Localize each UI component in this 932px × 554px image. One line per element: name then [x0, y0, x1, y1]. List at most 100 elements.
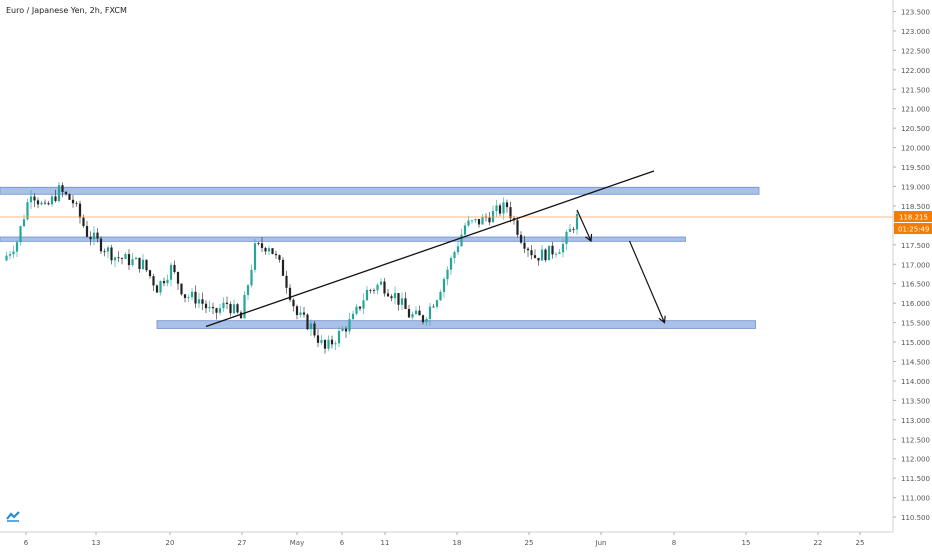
candle-body	[22, 219, 26, 227]
candle-body	[292, 299, 295, 307]
y-tick-label: 116.500	[901, 281, 930, 289]
candle-body	[12, 251, 15, 255]
y-tick-label: 120.500	[901, 125, 930, 133]
candle-body	[274, 253, 278, 256]
candle-body	[159, 281, 162, 293]
x-tick-label: 13	[92, 539, 101, 547]
candle-body	[113, 257, 117, 261]
y-tick-label: 118.500	[901, 203, 930, 211]
y-tick-label: 121.500	[901, 86, 930, 94]
candle-body	[271, 248, 274, 254]
candle-body	[428, 306, 432, 319]
resistance-zone[interactable]	[0, 186, 760, 195]
candle-body	[215, 308, 218, 313]
candle-body	[138, 257, 141, 270]
candle-body	[435, 300, 439, 307]
candle-body	[523, 242, 526, 249]
candle-body	[169, 264, 173, 280]
middle-zone[interactable]	[0, 236, 686, 242]
candles	[5, 181, 579, 354]
candle-body	[554, 253, 558, 255]
arrow-line[interactable]	[576, 209, 592, 242]
candle-body	[477, 218, 481, 225]
tradingview-logo-icon	[6, 511, 20, 522]
candle-body	[54, 196, 57, 201]
candle-body	[498, 205, 502, 214]
candle-body	[225, 302, 229, 304]
candle-body	[218, 308, 222, 313]
candle-body	[141, 259, 145, 270]
arrow-line[interactable]	[628, 240, 666, 323]
candle-body	[414, 310, 418, 315]
y-tick-label: 115.000	[901, 339, 930, 347]
candle-body	[99, 238, 103, 252]
x-tick-label: 6	[24, 539, 29, 547]
candle-body	[78, 203, 82, 218]
x-tick-label: May	[290, 539, 304, 547]
x-tick-label: 18	[453, 539, 462, 547]
y-tick-label: 119.500	[901, 164, 930, 172]
candle-body	[460, 234, 463, 247]
arrow-head-icon	[585, 233, 593, 243]
candle-body	[456, 246, 460, 253]
y-tick-label: 122.500	[901, 47, 930, 55]
candle-body	[530, 250, 533, 256]
candle-body	[544, 249, 547, 261]
x-tick-label: 27	[238, 539, 247, 547]
candle-body	[407, 309, 411, 318]
trendline[interactable]	[205, 170, 655, 328]
x-tick-label: 6	[340, 539, 345, 547]
candle-body	[351, 313, 355, 320]
candle-body	[411, 314, 414, 318]
candle-body	[316, 335, 320, 343]
support-zone[interactable]	[156, 320, 756, 329]
candle-body	[253, 243, 257, 270]
candle-body	[243, 294, 246, 319]
candle-body	[572, 228, 575, 230]
candle-body	[68, 194, 71, 200]
candle-body	[173, 264, 176, 273]
candle-body	[260, 243, 264, 248]
candle-body	[439, 291, 442, 301]
candle-body	[383, 281, 386, 294]
y-tick-label: 123.000	[901, 28, 930, 36]
arrow-head-icon	[658, 315, 666, 324]
candle-body	[355, 306, 358, 314]
candle-body	[474, 218, 477, 221]
candle-body	[575, 214, 579, 230]
candle-body	[162, 281, 166, 284]
y-tick-label: 112.000	[901, 456, 930, 464]
candle-body	[106, 247, 110, 252]
candle-body	[103, 251, 106, 253]
candle-body	[250, 269, 253, 286]
candle-body	[372, 290, 376, 291]
candle-body	[558, 252, 561, 254]
candle-body	[26, 202, 29, 220]
candle-body	[302, 312, 306, 315]
candle-body	[418, 310, 421, 316]
candle-body	[323, 340, 327, 349]
candle-body	[516, 220, 519, 235]
candle-body	[110, 247, 113, 261]
candle-body	[390, 296, 393, 299]
candle-body	[379, 281, 383, 285]
y-tick-label: 111.000	[901, 495, 930, 503]
candle-body	[92, 232, 96, 240]
candle-body	[211, 307, 215, 309]
candle-body	[505, 202, 509, 208]
y-tick-label: 115.500	[901, 320, 930, 328]
candle-body	[36, 200, 40, 205]
candle-body	[117, 257, 120, 259]
candle-body	[295, 306, 299, 315]
candle-body	[232, 304, 236, 314]
candle-body	[470, 220, 474, 222]
candle-body	[180, 283, 183, 295]
candle-body	[551, 245, 554, 255]
candle-body	[421, 315, 425, 323]
candle-body	[344, 328, 348, 332]
candle-body	[155, 285, 159, 293]
candle-body	[376, 284, 379, 291]
y-tick-label: 114.000	[901, 378, 930, 386]
